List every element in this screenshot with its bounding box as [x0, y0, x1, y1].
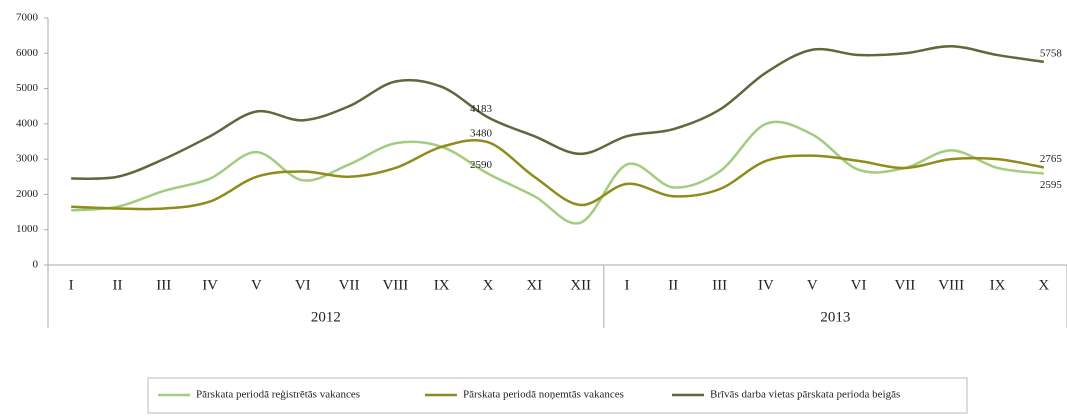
- x-tick-label: II: [112, 277, 122, 293]
- x-tick-label: VI: [295, 277, 311, 293]
- x-tick-label: IX: [434, 277, 450, 293]
- y-tick-label: 5000: [16, 82, 39, 94]
- data-label: 2590: [470, 159, 493, 171]
- group-label: 2013: [820, 309, 850, 325]
- x-tick-label: V: [807, 277, 818, 293]
- x-tick-label: XII: [570, 277, 591, 293]
- legend-box: [147, 377, 968, 414]
- series-line: [71, 138, 1045, 211]
- x-tick-label: I: [69, 277, 74, 293]
- x-tick-label: III: [712, 277, 727, 293]
- y-tick-label: 1000: [16, 223, 39, 235]
- x-tick-label: IV: [202, 277, 218, 293]
- x-tick-label: VIII: [938, 277, 964, 293]
- x-tick-label: IX: [990, 277, 1006, 293]
- y-tick-label: 0: [33, 259, 39, 271]
- y-tick-label: 3000: [16, 153, 39, 165]
- x-tick-label: V: [251, 277, 262, 293]
- x-tick-label: II: [668, 277, 678, 293]
- series-line: [71, 44, 1045, 181]
- x-tick-label: III: [156, 277, 171, 293]
- y-tick-label: 7000: [16, 12, 39, 24]
- data-label: 5758: [1040, 47, 1063, 59]
- x-tick-label: XI: [526, 277, 542, 293]
- y-tick-label: 2000: [16, 188, 39, 200]
- legend-label: Pārskata periodā noņemtās vakances: [463, 389, 624, 401]
- x-tick-label: IV: [758, 277, 774, 293]
- x-tick-label: VI: [851, 277, 867, 293]
- x-tick-label: VII: [894, 277, 915, 293]
- y-tick-label: 6000: [16, 47, 39, 59]
- legend-label: Brīvās darba vietas pārskata perioda bei…: [710, 389, 900, 401]
- x-tick-label: X: [1038, 277, 1049, 293]
- series-line: [71, 120, 1044, 225]
- x-tick-label: VII: [339, 277, 360, 293]
- data-label: 4183: [470, 103, 493, 115]
- x-tick-label: VIII: [382, 277, 408, 293]
- data-label: 2595: [1040, 179, 1063, 191]
- legend-label: Pārskata periodā reģistrētās vakances: [196, 389, 360, 401]
- y-tick-label: 4000: [16, 117, 39, 129]
- data-label: 3480: [470, 128, 493, 140]
- x-tick-label: I: [624, 277, 629, 293]
- x-tick-label: X: [483, 277, 494, 293]
- data-label: 2765: [1040, 153, 1063, 165]
- group-label: 2012: [311, 309, 341, 325]
